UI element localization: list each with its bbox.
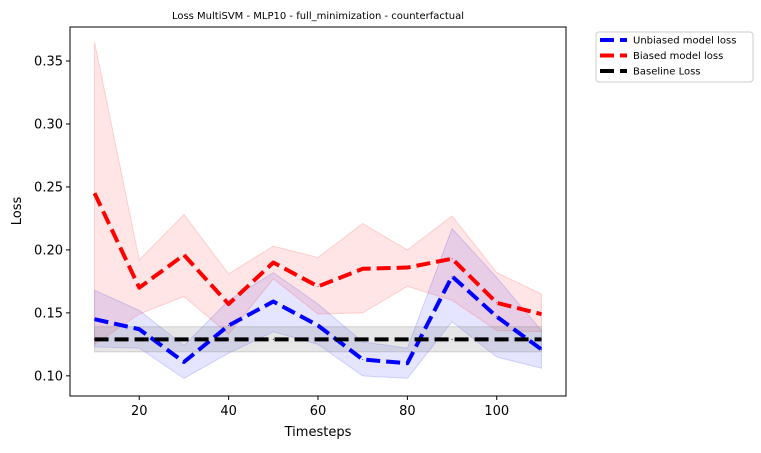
unbiased-model-loss-point xyxy=(406,362,408,364)
baseline-loss-point xyxy=(138,338,140,340)
x-axis-ticks: 20 40 60 80 100 xyxy=(131,396,509,419)
unbiased-model-loss-point xyxy=(451,275,453,277)
baseline-loss-point xyxy=(362,338,364,340)
biased-model-loss-band xyxy=(94,42,542,346)
baseline-loss-point xyxy=(406,338,408,340)
x-tick-label: 60 xyxy=(310,404,327,419)
biased-model-loss-point xyxy=(406,267,408,269)
unbiased-model-loss-legend-label: Unbiased model loss xyxy=(633,36,736,47)
x-tick-label: 20 xyxy=(131,404,148,419)
unbiased-model-loss-point xyxy=(317,324,319,326)
baseline-loss-point xyxy=(496,338,498,340)
y-tick-label: 0.10 xyxy=(34,369,63,384)
biased-model-loss-point xyxy=(272,262,274,264)
baseline-loss-legend-label: Baseline Loss xyxy=(633,67,701,78)
baseline-loss-point xyxy=(540,338,542,340)
unbiased-model-loss-point xyxy=(272,301,274,303)
baseline-loss-point xyxy=(228,338,230,340)
y-tick-label: 0.20 xyxy=(34,243,63,258)
y-axis-label: Loss xyxy=(10,197,25,226)
unbiased-model-loss-point xyxy=(228,324,230,326)
baseline-loss-point xyxy=(272,338,274,340)
biased-model-loss-point xyxy=(496,302,498,304)
series-lines xyxy=(92,192,543,366)
biased-model-loss-point xyxy=(183,254,185,256)
biased-model-loss-point xyxy=(362,268,364,270)
unbiased-model-loss-point xyxy=(138,328,140,330)
biased-model-loss-point xyxy=(228,303,230,305)
unbiased-model-loss-point xyxy=(496,316,498,318)
unbiased-model-loss-point xyxy=(362,358,364,360)
biased-model-loss-point xyxy=(138,287,140,289)
baseline-loss-point xyxy=(451,338,453,340)
unbiased-model-loss-point xyxy=(94,318,96,320)
y-axis-ticks: 0.10 0.15 0.20 0.25 0.30 0.35 xyxy=(34,55,70,384)
y-tick-label: 0.25 xyxy=(34,180,63,195)
biased-model-loss-line xyxy=(92,192,542,317)
baseline-loss-point xyxy=(183,338,185,340)
x-tick-label: 100 xyxy=(484,404,509,419)
baseline-loss-point xyxy=(317,338,319,340)
unbiased-model-loss-point xyxy=(183,361,185,363)
biased-model-loss-point xyxy=(451,258,453,260)
y-tick-label: 0.30 xyxy=(34,117,63,132)
baseline-loss-point xyxy=(94,338,96,340)
biased-model-loss-point xyxy=(317,285,319,287)
legend: Unbiased model loss Biased model loss Base… xyxy=(595,31,754,83)
chart-title: Loss MultiSVM - MLP10 - full_minimizatio… xyxy=(172,11,464,22)
legend-box xyxy=(595,31,754,83)
x-axis-label: Timesteps xyxy=(284,425,352,440)
unbiased-model-loss-point xyxy=(540,348,542,350)
x-tick-label: 80 xyxy=(399,404,416,419)
biased-model-loss-point xyxy=(540,313,542,315)
biased-model-loss-legend-label: Biased model loss xyxy=(633,51,723,62)
x-tick-label: 40 xyxy=(220,404,237,419)
biased-model-loss-point xyxy=(94,192,96,194)
y-tick-label: 0.35 xyxy=(34,55,63,70)
y-tick-label: 0.15 xyxy=(34,306,63,321)
